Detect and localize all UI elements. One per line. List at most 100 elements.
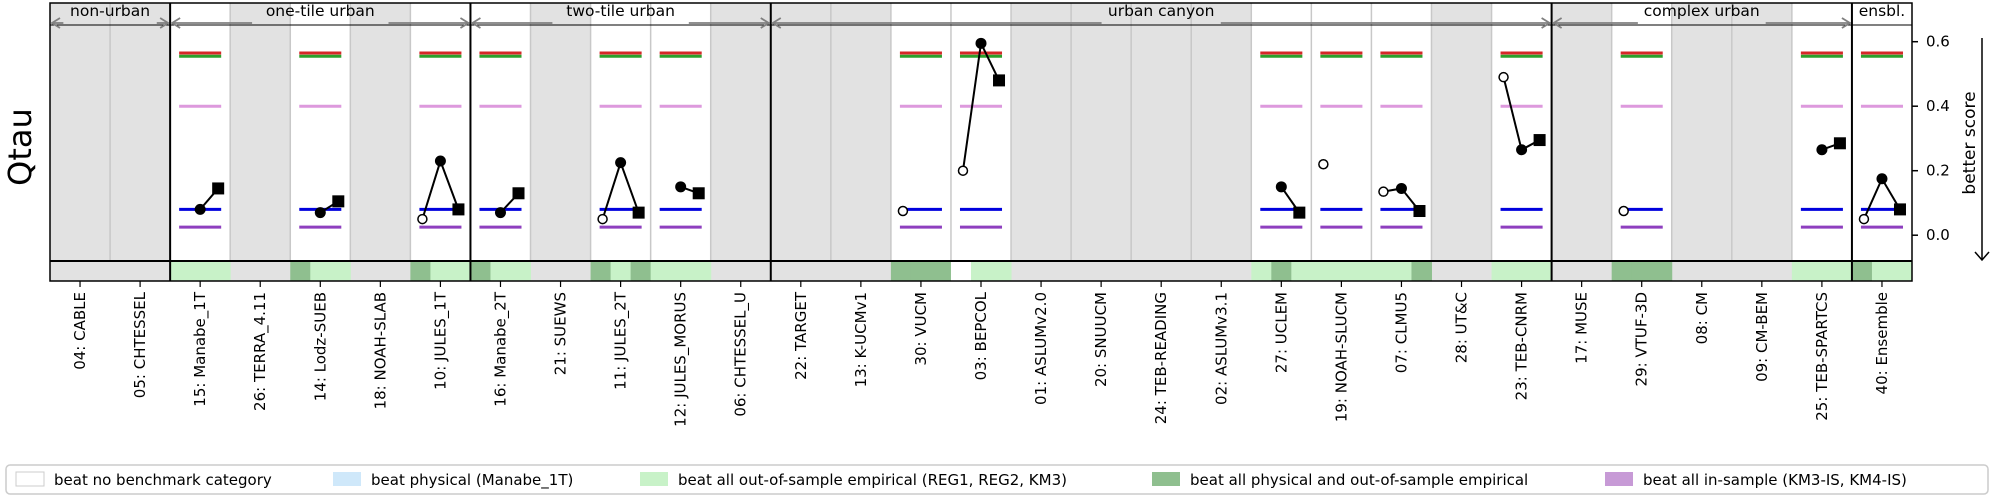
group-arrow-head: [771, 17, 782, 29]
group-arrow-head: [470, 17, 481, 29]
strip-cell: [1811, 261, 1833, 281]
strip-cell: [1251, 261, 1272, 281]
x-tick-label: 18: NOAH-SLAB: [371, 292, 389, 409]
column-bg: [230, 3, 291, 261]
strip-cell: [450, 261, 471, 281]
filled-circle-marker: [1876, 173, 1888, 185]
strip-cell: [930, 261, 952, 281]
x-tick-labels: 04: CABLE 05: CHTESSEL 15: Manabe_1T 26: TE…: [71, 281, 1891, 427]
strip-cell: [430, 261, 451, 281]
column-bg: [770, 3, 831, 261]
strip-cell: [1391, 261, 1412, 281]
legend-label: beat all physical and out-of-sample empi…: [1190, 471, 1528, 489]
strip-cell: [1351, 261, 1372, 281]
strip-cell: [1371, 261, 1392, 281]
square-marker: [452, 203, 465, 216]
column-bg: [50, 3, 111, 261]
legend-swatch: [640, 472, 668, 486]
group-arrow-head: [170, 17, 181, 29]
strip-cell: [1291, 261, 1312, 281]
filled-circle-marker: [1395, 182, 1407, 194]
strip-cell: [490, 261, 511, 281]
column-bg: [1551, 3, 1612, 261]
x-tick-label: 07: CLMU5: [1392, 292, 1410, 373]
square-marker: [512, 187, 525, 200]
group-label: ensbl.: [1859, 2, 1906, 20]
filled-circle-marker: [975, 37, 987, 49]
column-bg: [1011, 3, 1072, 261]
filled-circle-marker: [1275, 181, 1287, 193]
group-label: non-urban: [70, 2, 150, 20]
open-circle-marker: [417, 213, 428, 225]
group-label: complex urban: [1644, 2, 1760, 20]
strip-cell: [610, 261, 632, 281]
open-circle-marker: [1498, 71, 1509, 83]
filled-circle-marker: [434, 155, 446, 167]
strip-cell: [470, 261, 491, 281]
square-marker: [1893, 203, 1906, 216]
legend-swatch: [15, 471, 45, 487]
square-marker: [212, 182, 225, 195]
x-tick-label: 08: CM: [1693, 292, 1711, 344]
strip-cell: [650, 261, 672, 281]
y-tick-label: 0.6: [1926, 33, 1950, 51]
strip-cell: [170, 261, 191, 281]
strip-cell: [330, 261, 351, 281]
column-bg: [290, 3, 351, 261]
column-bg: [470, 3, 531, 261]
column-bg: [350, 3, 411, 261]
group-arrow-head: [1841, 17, 1852, 29]
square-marker: [993, 74, 1006, 87]
square-marker: [1833, 137, 1846, 150]
column-bg: [170, 3, 231, 261]
legend-label: beat all out-of-sample empirical (REG1, …: [678, 471, 1067, 489]
strip-cell: [1831, 261, 1853, 281]
filled-circle-marker: [615, 157, 627, 169]
x-tick-label: 11: JULES_2T: [612, 291, 631, 390]
strip-cell: [690, 261, 712, 281]
filled-circle-marker: [314, 207, 326, 219]
x-tick-label: 25: TEB-SPARTCS: [1813, 292, 1831, 421]
group-label: two-tile urban: [566, 2, 675, 20]
x-tick-label: 26: TERRA_4.11: [251, 292, 270, 411]
strip-cell: [590, 261, 612, 281]
strip-cell: [910, 261, 932, 281]
data-markers: [194, 37, 1906, 225]
strip-cell: [290, 261, 311, 281]
category-strip: [50, 261, 1913, 281]
x-tick-label: 30: VUCM: [912, 292, 930, 366]
x-tick-label: 21: SUEWS: [552, 292, 570, 375]
strip-cell: [1631, 261, 1653, 281]
column-bg: [650, 3, 711, 261]
strip-cell: [1271, 261, 1292, 281]
y-tick-label: 0.4: [1926, 97, 1950, 115]
column-bg: [530, 3, 591, 261]
group-arrow-head: [1541, 17, 1552, 29]
x-tick-label: 15: Manabe_1T: [191, 291, 210, 407]
x-tick-label: 19: NOAH-SLUCM: [1332, 292, 1350, 422]
strip-cell: [1611, 261, 1633, 281]
legend-swatch: [1605, 472, 1633, 486]
x-tick-label: 09: CM-BEM: [1753, 292, 1771, 382]
square-marker: [1533, 134, 1546, 147]
strip-cell: [970, 261, 992, 281]
x-tick-label: 01: ASLUMv2.0: [1032, 292, 1050, 405]
x-tick-label: 12: JULES_MORUS: [672, 292, 691, 427]
strip-cell: [1331, 261, 1352, 281]
y-tick-label: 0.0: [1926, 226, 1950, 244]
square-marker: [332, 195, 345, 208]
filled-circle-marker: [1816, 144, 1828, 156]
open-circle-marker: [1318, 159, 1329, 170]
legend-box: [5, 464, 1989, 495]
strip-cell: [1531, 261, 1553, 281]
filled-circle-marker: [1516, 144, 1528, 156]
open-circle-marker: [1618, 205, 1629, 217]
strip-cell: [630, 261, 652, 281]
x-tick-label: 24: TEB-READING: [1152, 292, 1170, 424]
y-axis: 0.0 0.2 0.4 0.6: [1912, 33, 1990, 262]
group-arrow-head: [1551, 17, 1563, 29]
filled-circle-marker: [675, 181, 687, 193]
x-tick-label: 04: CABLE: [71, 292, 89, 370]
